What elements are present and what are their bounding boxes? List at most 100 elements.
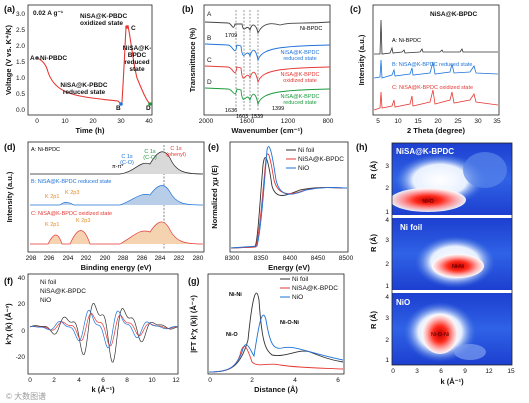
ytick: 3 [385, 163, 389, 170]
point-d-marker [148, 102, 152, 106]
legend-ni-foil: Ni foil [292, 276, 309, 283]
panel-f-frame [27, 273, 179, 375]
xtick: 1200 [281, 118, 296, 125]
panel-a-yticks: 0.0 0.5 1.0 1.5 2.0 2.5 3.0 [16, 11, 25, 114]
xtick: 20 [434, 118, 442, 125]
watermark: © 大数图谱 [6, 391, 46, 401]
panel-f-yticks: -20 0 20 40 [16, 275, 26, 361]
xps-b-label: B: NiSA@K-BPDC reduced state [31, 179, 111, 185]
xtick: 12 [485, 368, 493, 375]
panel-b-label: (b) [182, 4, 194, 14]
xps-a [30, 151, 204, 175]
panel-h-label: (h) [356, 142, 368, 152]
ytick: 2 [385, 261, 389, 268]
spectrum-b-name: NiSA@K-BPDC reduced state [281, 50, 320, 62]
xtick: 298 [26, 255, 37, 262]
panel-h: (h) R (Å) R (Å) R (Å) NiSA@K-BPDC Ni-O N… [356, 142, 515, 386]
xanes-nio [230, 146, 348, 249]
xtick: 20 [89, 118, 97, 125]
xtick: 12 [172, 377, 180, 384]
ytick: 3 [385, 315, 389, 322]
xtick: 8300 [225, 255, 240, 262]
point-b-marker [119, 102, 123, 106]
xtick: 2 [250, 377, 254, 384]
ytick: 2 [385, 185, 389, 192]
ytick: 3.0 [16, 11, 25, 18]
ytick: 40 [18, 275, 26, 282]
xtick: 8450 [311, 255, 326, 262]
xtick: 8 [125, 377, 129, 384]
panel-d-label: (d) [4, 142, 16, 152]
peak-1539: 1539 [251, 114, 263, 120]
ytick: 2.0 [16, 43, 25, 50]
spectrum-d [204, 87, 331, 106]
panel-b-frame [203, 4, 331, 116]
peak-1603: 1603 [236, 114, 248, 120]
legend-nisa: NiSA@K-BPDC [40, 288, 86, 295]
panel-f-xlabel: k (Å⁻¹) [91, 385, 115, 394]
panel-d: (d) Intensity (a.u.) 298 296 294 292 290… [4, 141, 205, 272]
ann-ni-o-ni: Ni-O-Ni [280, 320, 299, 326]
panel-h-xticks: 0 3 6 9 12 15 [391, 368, 515, 375]
xtick: 15 [507, 368, 515, 375]
exafs-nisa [29, 312, 178, 347]
panel-f: (f) k³χ (k) (Å⁻³) -20 0 20 40 0 2 4 6 8 … [4, 273, 180, 394]
k2p1-c: K 2p1 [45, 222, 59, 228]
point-a-desc: Ni-PBDC [40, 55, 67, 62]
panel-c-frame [372, 4, 500, 116]
panel-c-ylabel: Intensity (a.u.) [357, 34, 366, 85]
panel-g: (g) |FT k³χ (k)| (Å⁻⁴) 0 2 4 6 Distance … [188, 273, 345, 394]
xtick: 8350 [254, 255, 269, 262]
panel-c-xticks: 5 10 15 20 25 30 35 [376, 118, 501, 125]
k2p3-b: K 2p3 [65, 190, 79, 196]
panel-a-frame [27, 4, 153, 116]
wt-map-ni-foil: Ni foil Ni-Ni [392, 218, 512, 290]
panel-e-xlabel: Energy (eV) [268, 263, 310, 272]
xtick: 288 [118, 255, 129, 262]
ytick: 2 [385, 337, 389, 344]
panel-h-yticks: 1 2 3 1 2 3 4 1 2 3 4 [385, 163, 389, 364]
xtick: 25 [454, 118, 462, 125]
peak-1709: 1709 [225, 33, 237, 39]
ytick: 4 [385, 294, 389, 301]
xtick: 9 [463, 368, 467, 375]
panel-f-label: (f) [4, 276, 13, 286]
xtick: 10 [61, 118, 69, 125]
xtick: 4 [293, 377, 297, 384]
xtick: 5 [376, 118, 380, 125]
panel-a-rate: 0.02 A g⁻¹ [33, 10, 63, 17]
panel-d-ylabel: Intensity (a.u.) [5, 171, 14, 222]
xanes-ni-foil [230, 157, 348, 249]
pi-pi: π-π* [112, 164, 124, 170]
panel-f-legend: Ni foil NiSA@K-BPDC NiO [40, 279, 86, 304]
panel-e-label: (e) [208, 142, 219, 152]
xtick: 30 [117, 118, 125, 125]
point-a-marker [35, 56, 39, 60]
panel-g-ylabel: |FT k³χ (k)| (Å⁻⁴) [189, 295, 198, 353]
legend-ni-foil: Ni foil [298, 147, 315, 154]
panel-f-xticks: 0 2 4 6 8 10 12 [28, 377, 180, 384]
panel-e-xticks: 8300 8350 8400 8450 8500 [225, 255, 354, 262]
panel-g-xticks: 0 2 4 6 [208, 377, 340, 384]
panel-c: (c) Intensity (a.u.) NiSA@K-BPDC 5 10 15… [350, 4, 501, 135]
panel-a-xlabel: Time (h) [75, 126, 105, 135]
ytick: 2.5 [16, 27, 25, 34]
point-d-label: D [146, 105, 151, 112]
xtick: 294 [63, 255, 74, 262]
ytick: 1.0 [16, 75, 25, 82]
panel-c-xlabel: 2 Theta (degree) [407, 126, 465, 135]
xtick: 4 [77, 377, 81, 384]
xtick: 0 [28, 377, 32, 384]
panel-h-ylabel-1: R (Å) [369, 161, 378, 179]
xtick: 6 [336, 377, 340, 384]
panel-c-title: NiSA@K-BPDC [430, 11, 477, 18]
wt-title-ni-foil: Ni foil [400, 223, 422, 232]
xrd-b-label: B: NiSA@K-BPDC reduced state [392, 62, 472, 68]
c1s-cc: C 1s (C-C) [143, 149, 157, 161]
panel-d-xlabel: Binding energy (eV) [81, 263, 152, 272]
panel-a-xticks: 0 10 20 30 40 [35, 118, 153, 125]
spectrum-a-name: Ni-BPDC [300, 26, 322, 32]
ytick: 1.5 [16, 59, 25, 66]
ann-ni-ni: Ni-Ni [229, 292, 242, 298]
